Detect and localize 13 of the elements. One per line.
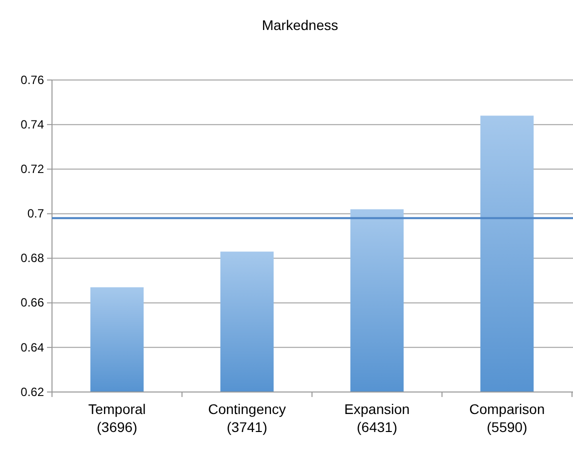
y-tick-label: 0.68 — [20, 251, 44, 266]
y-tick-label: 0.64 — [20, 340, 44, 354]
y-tick-label: 0.74 — [20, 117, 44, 132]
x-tick-label: Temporal (3696) — [88, 401, 146, 435]
x-tick-label: Expansion (6431) — [344, 401, 410, 435]
y-tick-label: 0.7 — [27, 206, 44, 221]
y-tick-label: 0.62 — [20, 384, 44, 399]
y-tick-label: 0.66 — [20, 296, 44, 310]
y-tick-label: 0.72 — [20, 162, 44, 176]
chart-title: Markedness — [262, 17, 338, 33]
y-tick-label: 0.76 — [20, 72, 44, 87]
x-tick-label: Contingency (3741) — [208, 401, 286, 435]
x-tick-label: Comparison (5590) — [469, 401, 545, 435]
